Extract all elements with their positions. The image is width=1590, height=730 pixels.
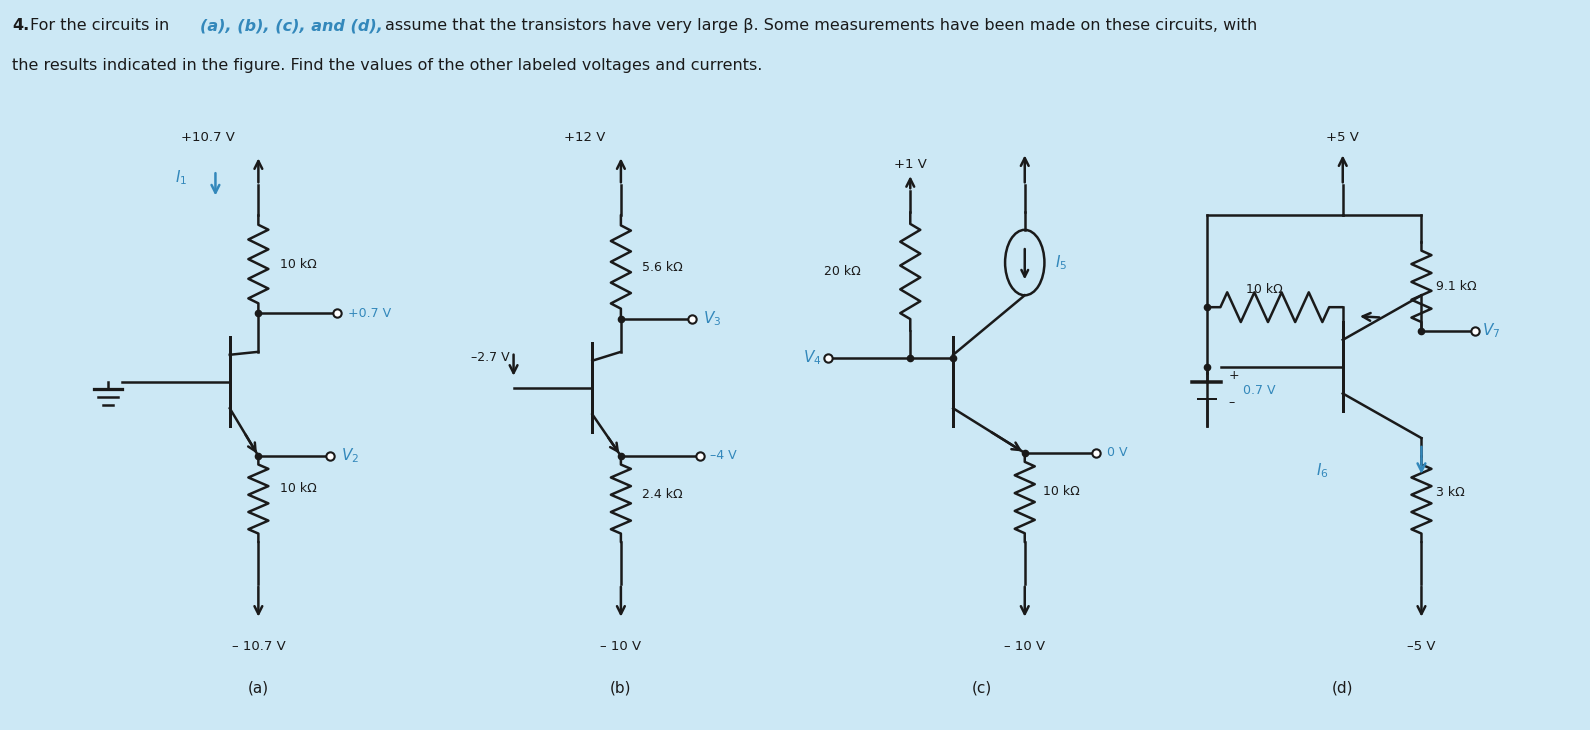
- Text: 2.4 kΩ: 2.4 kΩ: [642, 488, 684, 501]
- Text: +0.7 V: +0.7 V: [348, 307, 391, 320]
- Text: $V_2$: $V_2$: [340, 447, 359, 465]
- Text: –4 V: –4 V: [711, 450, 736, 462]
- Text: 10 kΩ: 10 kΩ: [280, 482, 316, 495]
- Text: +1 V: +1 V: [894, 158, 927, 171]
- Text: +5 V: +5 V: [1326, 131, 1359, 144]
- Text: (a): (a): [248, 680, 269, 696]
- Text: 10 kΩ: 10 kΩ: [1043, 485, 1080, 498]
- Text: – 10 V: – 10 V: [1005, 639, 1045, 653]
- Text: – 10.7 V: – 10.7 V: [232, 639, 285, 653]
- Text: For the circuits in: For the circuits in: [30, 18, 169, 33]
- Text: 3 kΩ: 3 kΩ: [1436, 486, 1464, 499]
- Text: +: +: [1227, 369, 1239, 382]
- Text: +12 V: +12 V: [564, 131, 606, 144]
- Text: 9.1 kΩ: 9.1 kΩ: [1436, 280, 1477, 293]
- Text: (a), (b), (c), and (d),: (a), (b), (c), and (d),: [200, 18, 383, 33]
- Text: 0.7 V: 0.7 V: [1242, 384, 1275, 397]
- Text: 5.6 kΩ: 5.6 kΩ: [642, 261, 684, 274]
- Text: –: –: [1227, 396, 1234, 409]
- Text: $I_6$: $I_6$: [1317, 461, 1328, 480]
- Text: assume that the transistors have very large β. Some measurements have been made : assume that the transistors have very la…: [385, 18, 1258, 33]
- Text: – 10 V: – 10 V: [601, 639, 641, 653]
- Text: –2.7 V: –2.7 V: [471, 351, 509, 364]
- Text: $V_7$: $V_7$: [1482, 322, 1501, 340]
- Text: $V_3$: $V_3$: [703, 310, 722, 328]
- Text: the results indicated in the figure. Find the values of the other labeled voltag: the results indicated in the figure. Fin…: [13, 58, 762, 73]
- Text: (b): (b): [611, 680, 631, 696]
- Text: –5 V: –5 V: [1407, 639, 1436, 653]
- Text: $I_1$: $I_1$: [175, 168, 188, 187]
- Text: 10 kΩ: 10 kΩ: [280, 258, 316, 271]
- Text: 20 kΩ: 20 kΩ: [825, 265, 862, 278]
- Text: (d): (d): [1332, 680, 1353, 696]
- Text: $I_5$: $I_5$: [1056, 253, 1067, 272]
- Text: +10.7 V: +10.7 V: [181, 131, 235, 144]
- Text: (c): (c): [971, 680, 992, 696]
- Text: $V_4$: $V_4$: [803, 348, 822, 367]
- Text: 10 kΩ: 10 kΩ: [1247, 283, 1283, 296]
- Text: 4.: 4.: [13, 18, 29, 33]
- Text: 0 V: 0 V: [1107, 447, 1127, 459]
